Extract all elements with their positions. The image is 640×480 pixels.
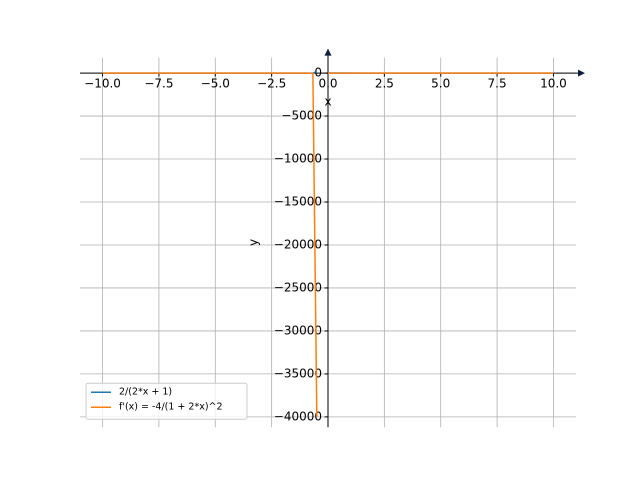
y-axis-label: y <box>247 239 261 246</box>
x-tick-label: −10.0 <box>84 77 121 91</box>
x-tick-label: −5.0 <box>201 77 230 91</box>
x-arrow <box>578 69 585 77</box>
y-tick-label: −40000 <box>274 409 322 423</box>
y-arrow <box>324 48 332 56</box>
line <box>102 72 554 417</box>
legend-label: 2/(2*x + 1) <box>119 387 172 398</box>
x-axis-label: x <box>324 95 331 109</box>
y-tick-label: 0 <box>314 66 322 80</box>
legend-label: f'(x) = -4/(1 + 2*x)^2 <box>119 402 223 413</box>
y-tick-label: −15000 <box>274 195 322 209</box>
y-tick-label: −5000 <box>281 109 322 123</box>
x-tick-label: −7.5 <box>144 77 173 91</box>
x-tick-label: 0.0 <box>318 77 337 91</box>
x-tick-label: −2.5 <box>257 77 286 91</box>
y-tick-label: −25000 <box>274 280 322 294</box>
y-tick-label: −30000 <box>274 323 322 337</box>
x-tick-label: 5.0 <box>431 77 450 91</box>
x-tick-label: 10.0 <box>540 77 567 91</box>
y-tick-label: −10000 <box>274 152 322 166</box>
y-tick-label: −20000 <box>274 237 322 251</box>
plot <box>102 70 554 417</box>
x-tick-label: 7.5 <box>488 77 507 91</box>
legend-box <box>85 382 248 420</box>
x-tick-label: 2.5 <box>375 77 394 91</box>
y-tick-label: −35000 <box>274 366 322 380</box>
